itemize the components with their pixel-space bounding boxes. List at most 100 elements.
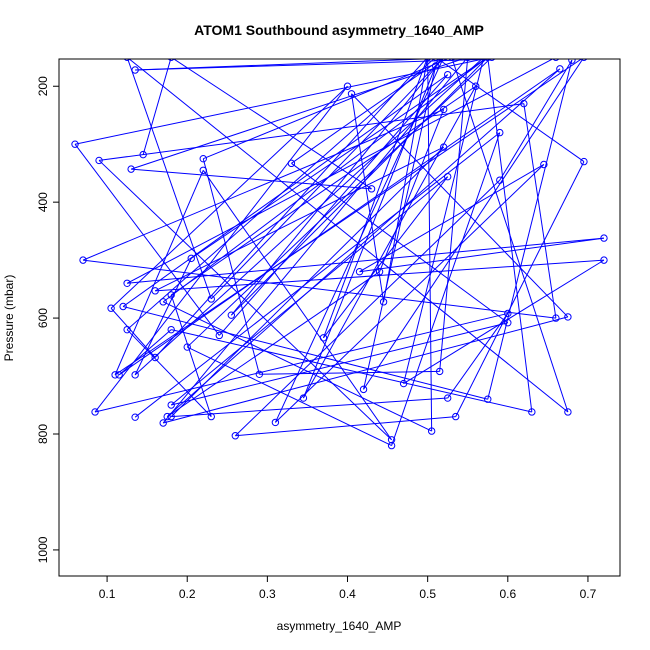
series-segment bbox=[323, 59, 428, 338]
series-segment bbox=[427, 59, 433, 432]
data-point bbox=[79, 256, 87, 264]
series-segment bbox=[166, 68, 561, 417]
data-point bbox=[528, 408, 536, 416]
data-point bbox=[207, 412, 215, 421]
data-point bbox=[167, 412, 175, 421]
series-segment bbox=[230, 59, 487, 316]
series-segment bbox=[379, 109, 445, 272]
series-segment bbox=[291, 59, 443, 164]
data-point bbox=[443, 394, 452, 402]
series-segment bbox=[163, 316, 569, 424]
series-segment bbox=[186, 59, 491, 348]
series-segment bbox=[82, 108, 444, 261]
data-point bbox=[187, 254, 195, 263]
y-tick-label: 600 bbox=[36, 308, 50, 328]
data-point bbox=[484, 59, 492, 61]
data-point bbox=[480, 59, 488, 61]
data-point bbox=[131, 413, 139, 421]
series-segment bbox=[130, 59, 465, 170]
series-segment bbox=[126, 329, 212, 417]
series-segment bbox=[134, 258, 192, 376]
series-segment bbox=[210, 59, 443, 300]
y-tick-label: 800 bbox=[36, 424, 50, 444]
series-segment bbox=[499, 59, 573, 181]
series-segment bbox=[303, 85, 477, 399]
series-segment bbox=[110, 85, 348, 309]
series-segment bbox=[455, 161, 585, 417]
data-point bbox=[552, 59, 560, 61]
data-point bbox=[319, 334, 328, 342]
series-segment bbox=[118, 68, 561, 376]
x-tick-label: 0.7 bbox=[580, 587, 597, 601]
data-point bbox=[95, 156, 103, 165]
x-tick-label: 0.1 bbox=[99, 587, 116, 601]
series-segment bbox=[403, 259, 605, 384]
series-segment bbox=[363, 65, 437, 390]
series-segment bbox=[98, 160, 392, 441]
series-segment bbox=[110, 307, 156, 358]
data-point bbox=[207, 295, 215, 303]
series-segment bbox=[487, 60, 573, 400]
data-point bbox=[343, 82, 352, 90]
data-point bbox=[131, 66, 139, 74]
data-point bbox=[399, 379, 408, 388]
series-segment bbox=[74, 143, 220, 336]
data-point bbox=[123, 325, 131, 334]
data-point bbox=[387, 436, 396, 444]
data-point bbox=[167, 59, 175, 61]
series-segment bbox=[234, 179, 501, 437]
data-point bbox=[107, 304, 115, 312]
data-point bbox=[564, 313, 572, 321]
series-segment bbox=[523, 103, 557, 319]
data-point bbox=[580, 59, 588, 61]
data-point bbox=[484, 395, 492, 403]
data-point bbox=[167, 291, 175, 299]
data-point bbox=[427, 427, 436, 435]
data-point bbox=[443, 70, 452, 79]
series-segment bbox=[363, 59, 584, 390]
x-tick-label: 0.5 bbox=[419, 587, 436, 601]
series-segment bbox=[235, 416, 456, 437]
data-point bbox=[255, 370, 264, 378]
series-segment bbox=[170, 146, 445, 417]
series-segment bbox=[218, 74, 449, 336]
series-segment bbox=[351, 93, 569, 318]
series-segment bbox=[171, 329, 532, 413]
data-point bbox=[119, 302, 127, 311]
data-point bbox=[127, 165, 135, 173]
data-point bbox=[159, 419, 167, 427]
data-point bbox=[231, 432, 240, 440]
data-point bbox=[504, 309, 512, 318]
series-segment bbox=[170, 294, 212, 417]
series-segment bbox=[127, 59, 212, 300]
data-point bbox=[375, 268, 384, 276]
series-segment bbox=[114, 170, 204, 376]
data-point bbox=[432, 59, 439, 61]
series-segment bbox=[190, 59, 487, 259]
series-segment bbox=[166, 271, 380, 418]
data-point bbox=[431, 62, 440, 70]
data-point bbox=[139, 150, 147, 159]
series-segment bbox=[259, 370, 440, 375]
data-point bbox=[568, 59, 576, 64]
data-point bbox=[439, 105, 448, 114]
x-tick-label: 0.4 bbox=[339, 587, 356, 601]
data-point bbox=[540, 160, 548, 169]
data-point bbox=[552, 314, 560, 322]
series-segment bbox=[451, 59, 569, 413]
x-axis: 0.1 0.2 0.3 0.4 0.5 0.6 0.7 bbox=[99, 575, 597, 601]
series-segment bbox=[94, 312, 508, 413]
data-point bbox=[163, 412, 171, 421]
data-point bbox=[123, 59, 131, 61]
data-point bbox=[227, 311, 236, 319]
series-segment bbox=[403, 59, 484, 384]
data-point bbox=[472, 82, 480, 90]
series-segment bbox=[323, 176, 449, 339]
data-point bbox=[600, 234, 608, 242]
data-point bbox=[131, 371, 139, 379]
data-point bbox=[167, 401, 175, 409]
series-segment bbox=[203, 59, 449, 160]
data-point bbox=[600, 256, 608, 264]
series-segment bbox=[170, 176, 449, 406]
data-point bbox=[564, 408, 572, 416]
